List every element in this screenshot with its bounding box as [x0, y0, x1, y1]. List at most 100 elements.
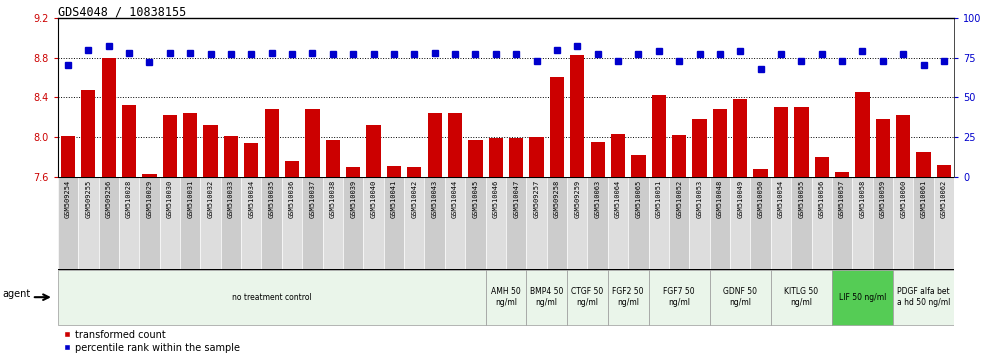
Bar: [99, 177, 119, 269]
Bar: [710, 177, 730, 269]
Bar: [224, 136, 238, 177]
Text: GSM509257: GSM509257: [534, 180, 540, 218]
Bar: [611, 134, 625, 177]
Text: GSM510065: GSM510065: [635, 180, 641, 218]
Text: GSM510063: GSM510063: [595, 180, 601, 218]
Bar: [832, 177, 853, 269]
Bar: [526, 177, 547, 269]
Bar: [323, 177, 343, 269]
Text: GSM510049: GSM510049: [737, 180, 743, 218]
Text: no treatment control: no treatment control: [232, 293, 312, 302]
Bar: [937, 165, 951, 177]
Bar: [58, 270, 486, 325]
Bar: [262, 177, 282, 269]
Text: GSM510032: GSM510032: [207, 180, 213, 218]
Text: GSM510059: GSM510059: [879, 180, 885, 218]
Text: GSM510053: GSM510053: [696, 180, 702, 218]
Bar: [669, 177, 689, 269]
Bar: [61, 136, 75, 177]
Bar: [853, 177, 872, 269]
Bar: [934, 177, 954, 269]
Bar: [486, 177, 506, 269]
Bar: [771, 270, 832, 325]
Bar: [506, 177, 526, 269]
Text: GSM510060: GSM510060: [900, 180, 906, 218]
Text: FGF7 50
ng/ml: FGF7 50 ng/ml: [663, 287, 695, 307]
Bar: [200, 177, 221, 269]
Text: AMH 50
ng/ml: AMH 50 ng/ml: [491, 287, 521, 307]
Bar: [122, 105, 136, 177]
Text: GSM510046: GSM510046: [493, 180, 499, 218]
Text: FGF2 50
ng/ml: FGF2 50 ng/ml: [613, 287, 644, 307]
Text: GSM510045: GSM510045: [472, 180, 478, 218]
Bar: [386, 166, 401, 177]
Text: GSM510028: GSM510028: [126, 180, 132, 218]
Legend: transformed count, percentile rank within the sample: transformed count, percentile rank withi…: [63, 330, 240, 353]
Bar: [815, 157, 829, 177]
Bar: [913, 177, 934, 269]
Bar: [835, 172, 850, 177]
Text: LIF 50 ng/ml: LIF 50 ng/ml: [839, 293, 886, 302]
Text: GSM510038: GSM510038: [330, 180, 336, 218]
Bar: [119, 177, 139, 269]
Bar: [750, 177, 771, 269]
Bar: [306, 109, 320, 177]
Text: GSM510054: GSM510054: [778, 180, 784, 218]
Bar: [465, 177, 486, 269]
Text: GSM510043: GSM510043: [431, 180, 437, 218]
Bar: [832, 270, 893, 325]
Bar: [648, 177, 669, 269]
Text: GSM510035: GSM510035: [269, 180, 275, 218]
Bar: [78, 177, 99, 269]
Text: GSM510036: GSM510036: [289, 180, 295, 218]
Bar: [730, 177, 750, 269]
Text: GSM510041: GSM510041: [390, 180, 397, 218]
Text: GSM510039: GSM510039: [351, 180, 357, 218]
Bar: [302, 177, 323, 269]
Bar: [142, 174, 156, 177]
Bar: [916, 152, 930, 177]
Bar: [404, 177, 424, 269]
Text: GSM509258: GSM509258: [554, 180, 560, 218]
Bar: [872, 177, 893, 269]
Bar: [346, 167, 361, 177]
Bar: [672, 135, 686, 177]
Bar: [754, 169, 768, 177]
Bar: [588, 177, 608, 269]
Bar: [771, 177, 791, 269]
Bar: [567, 270, 608, 325]
Text: GSM510061: GSM510061: [920, 180, 926, 218]
Text: GSM509254: GSM509254: [65, 180, 71, 218]
Bar: [791, 177, 812, 269]
Text: GSM510055: GSM510055: [799, 180, 805, 218]
Bar: [427, 113, 442, 177]
Text: GSM510057: GSM510057: [839, 180, 846, 218]
Text: PDGF alfa bet
a hd 50 ng/ml: PDGF alfa bet a hd 50 ng/ml: [897, 287, 950, 307]
Text: GSM510064: GSM510064: [615, 180, 622, 218]
Bar: [162, 115, 177, 177]
Bar: [608, 177, 628, 269]
Text: GSM510062: GSM510062: [941, 180, 947, 218]
Bar: [139, 177, 159, 269]
Text: GSM510034: GSM510034: [248, 180, 254, 218]
Text: GSM510056: GSM510056: [819, 180, 825, 218]
Bar: [896, 115, 910, 177]
Bar: [489, 138, 503, 177]
Bar: [265, 109, 279, 177]
Bar: [203, 125, 218, 177]
Bar: [180, 177, 200, 269]
Bar: [774, 107, 788, 177]
Bar: [530, 137, 544, 177]
Bar: [183, 113, 197, 177]
Bar: [343, 177, 364, 269]
Text: GDS4048 / 10838155: GDS4048 / 10838155: [58, 5, 186, 18]
Bar: [547, 177, 567, 269]
Bar: [383, 177, 404, 269]
Text: GSM510051: GSM510051: [655, 180, 661, 218]
Text: GSM510030: GSM510030: [166, 180, 173, 218]
Text: GSM510044: GSM510044: [452, 180, 458, 218]
Bar: [794, 107, 809, 177]
Text: KITLG 50
ng/ml: KITLG 50 ng/ml: [784, 287, 819, 307]
Bar: [893, 177, 913, 269]
Text: GSM510058: GSM510058: [860, 180, 866, 218]
